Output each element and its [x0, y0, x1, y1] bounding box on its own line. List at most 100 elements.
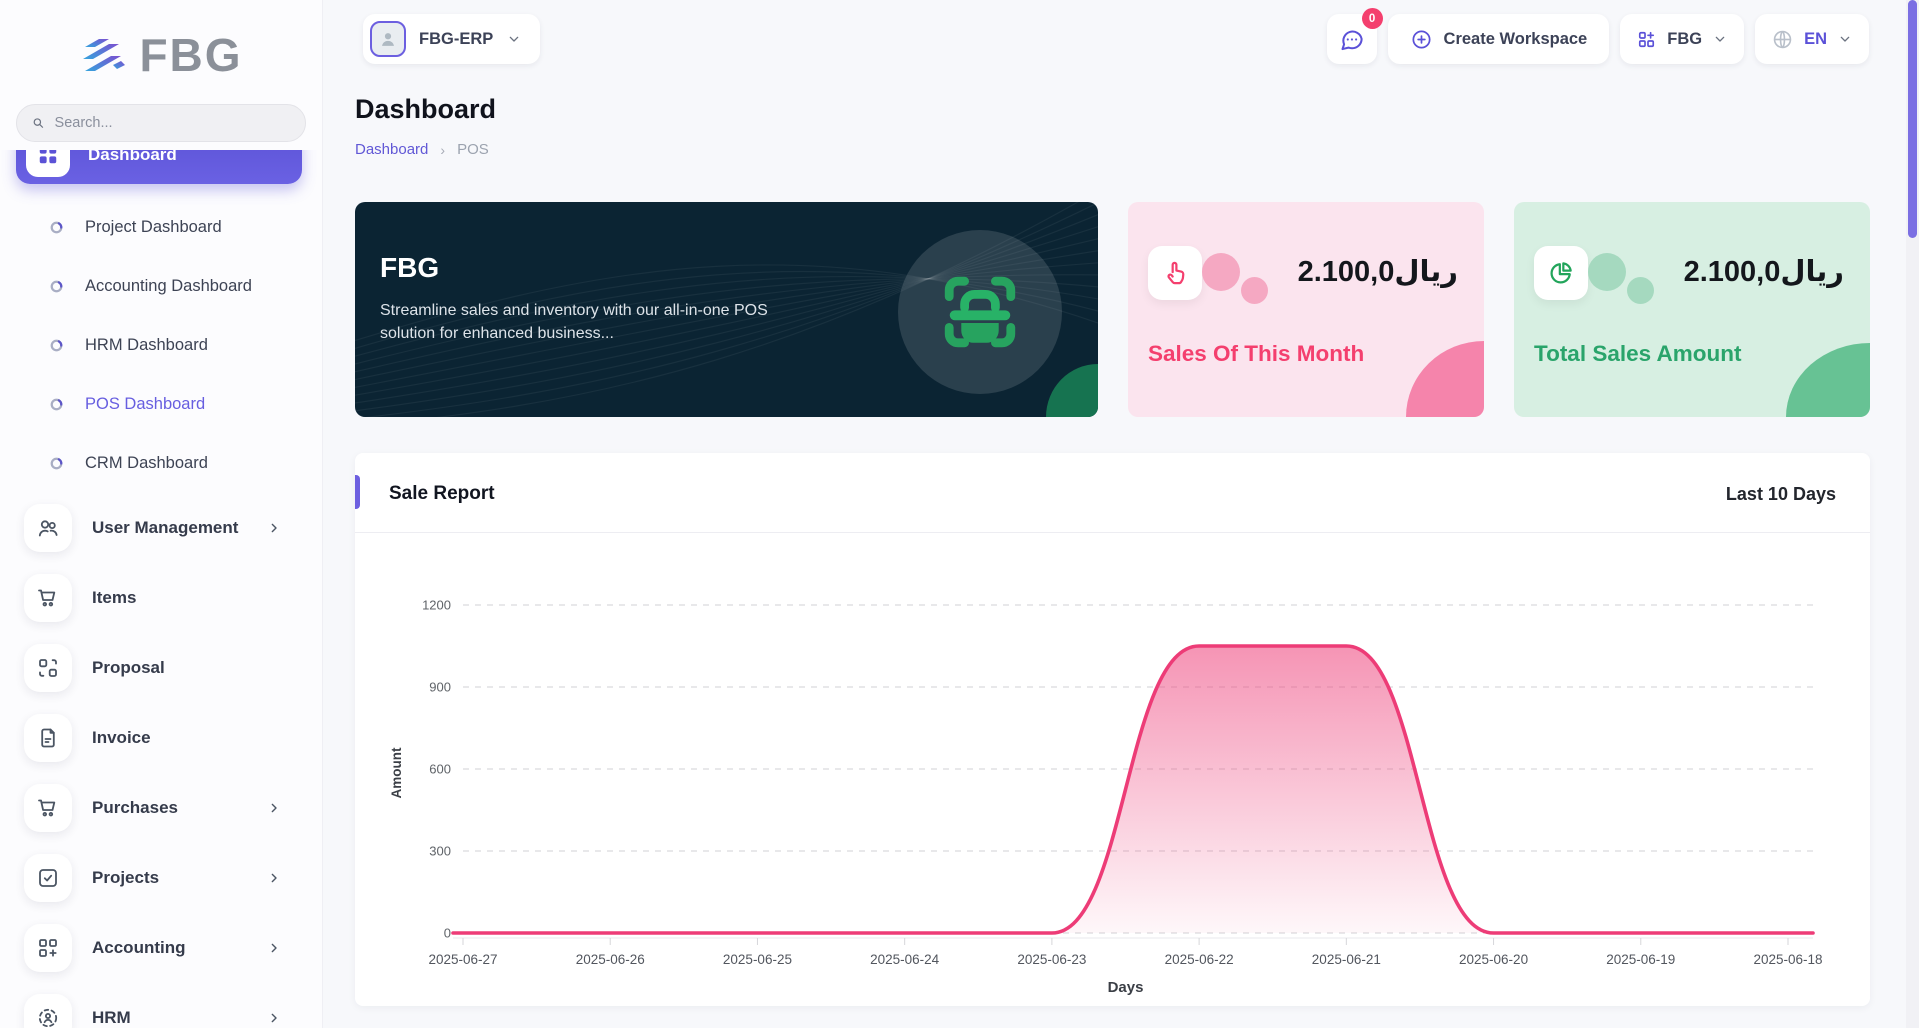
total-sales-card: 2.100,0ريال Total Sales Amount — [1514, 202, 1870, 417]
messages-button[interactable]: 0 — [1326, 8, 1383, 64]
sidebar-item-hrm-dashboard[interactable]: HRM Dashboard — [14, 316, 308, 375]
panel-divider — [355, 532, 1870, 533]
promo-description: Streamline sales and inventory with our … — [380, 302, 768, 342]
scrollbar-thumb[interactable] — [1908, 0, 1917, 238]
x-tick-label: 2025-06-24 — [870, 952, 940, 967]
breadcrumb-dashboard-link[interactable]: Dashboard — [355, 141, 429, 158]
y-tick-label: 600 — [429, 762, 451, 777]
sale-report-chart: 0 300 600 900 1200 2025-06-27 2025-06-26 2025-0… — [389, 598, 1823, 997]
barcode-scan-icon — [944, 276, 1016, 348]
app-switcher-label: FBG — [1667, 29, 1703, 48]
sidebar-item-label: HRM — [92, 1008, 131, 1027]
y-tick-label: 900 — [429, 680, 451, 695]
summary-cards: FBG Streamline sales and inventory with … — [355, 202, 1870, 417]
sidebar-item-accounting-dashboard[interactable]: Accounting Dashboard — [14, 257, 308, 316]
x-tick-label: 2025-06-23 — [1017, 952, 1086, 967]
y-tick-label: 0 — [444, 926, 451, 941]
ring-icon — [50, 457, 63, 470]
chevron-right-icon — [266, 800, 282, 816]
create-workspace-label: Create Workspace — [1443, 29, 1588, 48]
x-axis-title: Days — [1108, 979, 1144, 996]
decor-circle — [1241, 277, 1268, 304]
sidebar-item-pos-dashboard[interactable]: POS Dashboard — [14, 375, 308, 434]
sidebar-item-label: Invoice — [92, 728, 151, 747]
total-sales-value: 2.100,0ريال — [1683, 256, 1844, 288]
total-sales-label: Total Sales Amount — [1534, 341, 1742, 366]
globe-icon — [1773, 30, 1792, 48]
logo-icon — [83, 39, 126, 71]
sidebar-nav: Dashboard Project Dashboard Accounting Das… — [0, 150, 322, 1028]
hand-pointer-icon — [1167, 261, 1185, 285]
person-icon — [382, 33, 394, 46]
decor-circle — [1627, 277, 1654, 304]
sidebar-item-accounting[interactable]: Accounting — [14, 913, 308, 983]
y-tick-label: 300 — [429, 844, 451, 859]
sale-report-header: Sale Report Last 10 Days — [355, 453, 1870, 505]
sidebar-item-label: Purchases — [92, 798, 178, 817]
x-tick-label: 2025-06-18 — [1753, 952, 1822, 967]
sidebar-item-crm-dashboard[interactable]: CRM Dashboard — [14, 434, 308, 493]
sales-of-month-label: Sales Of This Month — [1148, 341, 1365, 366]
ring-icon — [50, 398, 63, 411]
grid-plus-icon — [24, 924, 72, 972]
chevron-down-icon — [1715, 36, 1725, 42]
x-tick-label: 2025-06-19 — [1606, 952, 1675, 967]
topbar-actions: 0 Create Workspace FBG — [1326, 8, 1869, 64]
sidebar-item-label: Dashboard — [88, 150, 177, 164]
sidebar-item-label: Accounting — [92, 938, 186, 957]
plus-circle-icon — [1412, 29, 1431, 49]
page-title: Dashboard — [355, 94, 497, 124]
ring-icon — [50, 280, 63, 293]
sidebar-item-hrm[interactable]: HRM — [14, 983, 308, 1028]
sidebar-item-items[interactable]: Items — [14, 563, 308, 633]
check-square-icon — [24, 854, 72, 902]
cart-icon — [24, 784, 72, 832]
sidebar-item-project-dashboard[interactable]: Project Dashboard — [14, 198, 308, 257]
workspace-avatar — [370, 21, 406, 57]
users-icon — [24, 504, 72, 552]
workspace-selector[interactable]: FBG-ERP — [363, 14, 541, 64]
invoice-icon — [24, 714, 72, 762]
x-tick-label: 2025-06-22 — [1165, 952, 1234, 967]
cart-icon — [24, 574, 72, 622]
language-label: EN — [1804, 29, 1827, 48]
panel-accent-bar — [355, 475, 360, 509]
sidebar-item-label: Project Dashboard — [85, 218, 222, 236]
chevron-down-icon — [509, 36, 519, 42]
sidebar-item-invoice[interactable]: Invoice — [14, 703, 308, 773]
chevron-right-icon — [266, 870, 282, 886]
page-content: Dashboard Dashboard › POS FBG Streamline… — [323, 94, 1919, 1006]
sidebar-item-projects[interactable]: Projects — [14, 843, 308, 913]
sidebar-item-label: HRM Dashboard — [85, 336, 208, 354]
sale-report-title: Sale Report — [389, 483, 495, 504]
sidebar-item-label: CRM Dashboard — [85, 454, 208, 472]
app-logo: FBG — [0, 26, 322, 84]
sidebar: FBG Dashboard Project Dashboard Accounting… — [0, 0, 323, 1028]
language-selector[interactable]: EN — [1755, 14, 1869, 64]
green-corner-blob — [1786, 343, 1870, 417]
x-tick-label: 2025-06-21 — [1312, 952, 1381, 967]
sidebar-item-dashboard[interactable]: Dashboard — [16, 150, 302, 184]
sidebar-item-label: POS Dashboard — [85, 395, 206, 413]
create-workspace-button[interactable]: Create Workspace — [1387, 14, 1610, 64]
sales-of-month-value: 2.100,0ريال — [1297, 256, 1458, 288]
sidebar-search[interactable] — [16, 104, 306, 142]
chevron-right-icon — [266, 520, 282, 536]
chat-icon — [1341, 30, 1363, 50]
y-axis-title: Amount — [389, 747, 404, 798]
vertical-scrollbar — [1906, 0, 1919, 1028]
scan-user-icon — [24, 994, 72, 1028]
messages-badge: 0 — [1361, 8, 1383, 29]
sidebar-item-label: Items — [92, 588, 137, 607]
breadcrumb-current: POS — [457, 141, 489, 158]
pos-promo-card: FBG Streamline sales and inventory with … — [355, 202, 1098, 417]
app-switcher[interactable]: FBG — [1620, 14, 1745, 64]
sidebar-item-user-management[interactable]: User Management — [14, 493, 308, 563]
search-input[interactable] — [54, 115, 291, 131]
x-tick-label: 2025-06-20 — [1459, 952, 1528, 967]
sidebar-item-proposal[interactable]: Proposal — [14, 633, 308, 703]
sales-of-month-card: 2.100,0ريال Sales Of This Month — [1128, 202, 1484, 417]
sales-icon-tile — [1148, 246, 1202, 300]
sidebar-item-purchases[interactable]: Purchases — [14, 773, 308, 843]
decor-circle — [1588, 253, 1626, 291]
